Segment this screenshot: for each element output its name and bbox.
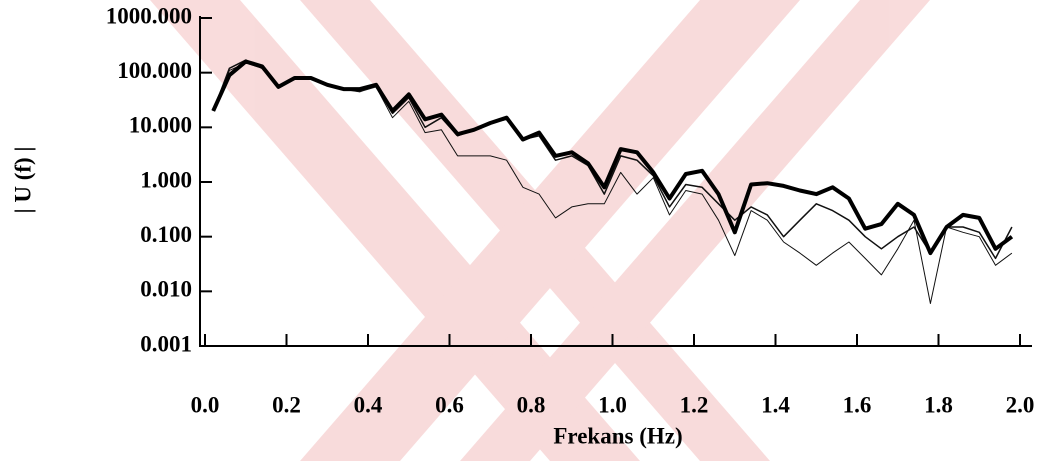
y-tick-label: 10.000: [129, 113, 192, 138]
y-tick-label: 1000.000: [106, 3, 192, 28]
x-tick-label: 0.4: [354, 392, 383, 417]
series-line: [211, 59, 1014, 256]
y-tick-label: 1.000: [140, 167, 192, 192]
x-tick-label: 2.0: [1006, 392, 1035, 417]
x-tick-label: 1.4: [761, 392, 790, 417]
y-tick-label: 100.000: [117, 58, 192, 83]
x-tick-label: 0.6: [435, 392, 464, 417]
x-tick-label: 1.8: [924, 392, 953, 417]
x-tick-label: 0.0: [191, 392, 220, 417]
x-axis-title: Frekans (Hz): [553, 423, 682, 448]
x-tick-label: 1.0: [598, 392, 627, 417]
y-tick-label: 0.001: [140, 331, 192, 356]
x-tick-label: 0.2: [272, 392, 301, 417]
x-tick-label: 1.6: [843, 392, 872, 417]
x-tick-label: 1.2: [680, 392, 709, 417]
y-tick-label: 0.010: [140, 277, 192, 302]
y-tick-label: 0.100: [140, 222, 192, 247]
y-axis-title: | U (f) |: [10, 147, 35, 214]
x-tick-label: 0.8: [517, 392, 546, 417]
